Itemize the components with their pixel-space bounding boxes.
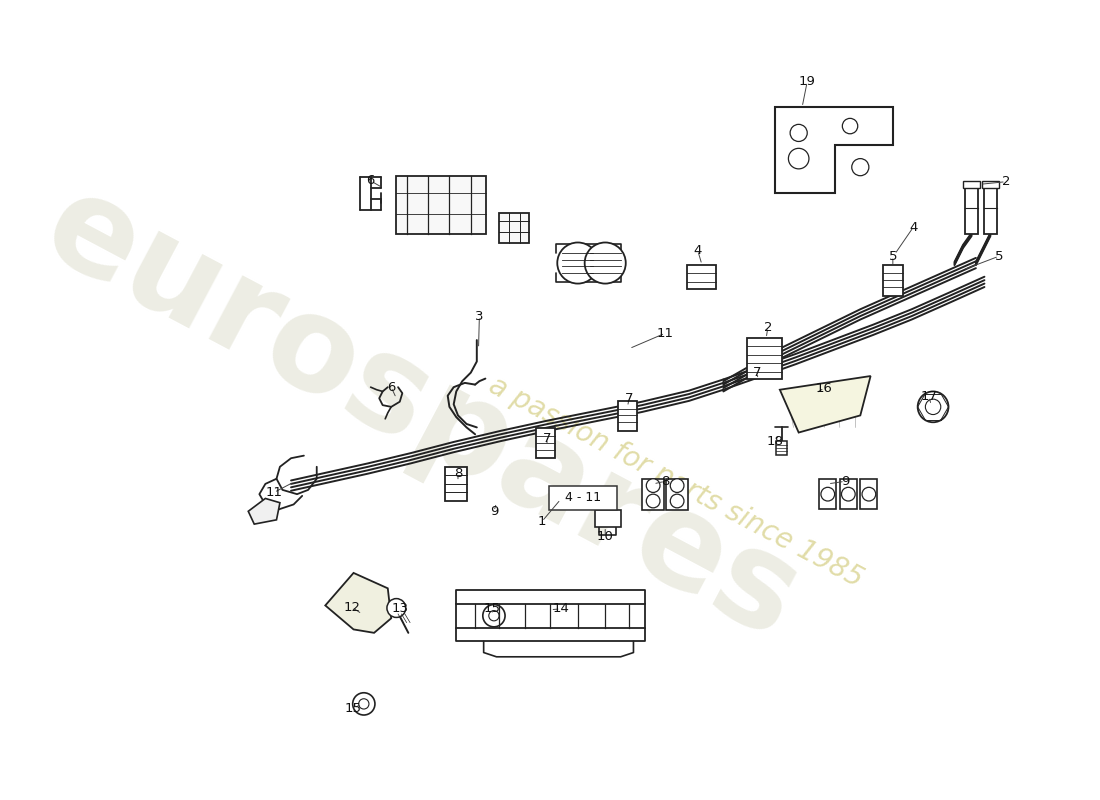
Polygon shape	[774, 107, 893, 193]
Text: 11: 11	[657, 326, 673, 340]
Text: 13: 13	[392, 602, 408, 615]
Text: 4 - 11: 4 - 11	[565, 491, 601, 504]
Bar	[595, 510, 620, 526]
Bar	[747, 338, 782, 379]
Bar	[983, 184, 998, 234]
Bar	[860, 478, 878, 509]
Circle shape	[558, 242, 598, 283]
Text: 4: 4	[910, 221, 917, 234]
Polygon shape	[249, 498, 279, 524]
Bar	[536, 428, 554, 458]
Circle shape	[851, 158, 869, 176]
Text: 2: 2	[763, 321, 772, 334]
Bar	[446, 466, 468, 501]
Circle shape	[821, 487, 835, 501]
Text: 8: 8	[661, 475, 669, 488]
Text: 5: 5	[889, 250, 898, 262]
Circle shape	[585, 242, 626, 283]
Circle shape	[925, 399, 940, 414]
Text: 7: 7	[754, 366, 762, 379]
FancyBboxPatch shape	[549, 486, 617, 510]
Circle shape	[387, 598, 406, 618]
Circle shape	[789, 148, 808, 169]
Bar	[642, 478, 664, 510]
Text: 11: 11	[265, 486, 283, 499]
Bar	[618, 401, 637, 431]
Text: 9: 9	[840, 475, 849, 488]
Polygon shape	[780, 376, 870, 433]
Text: 8: 8	[454, 467, 462, 480]
Text: 14: 14	[552, 602, 569, 615]
Circle shape	[488, 610, 499, 621]
Text: 6: 6	[387, 381, 395, 394]
Circle shape	[353, 693, 375, 715]
Text: 2: 2	[1002, 175, 1010, 188]
Circle shape	[670, 494, 684, 508]
Text: 19: 19	[799, 75, 816, 88]
Text: 18: 18	[767, 434, 783, 447]
Circle shape	[647, 478, 660, 493]
Text: 16: 16	[816, 382, 833, 394]
Text: 3: 3	[475, 310, 484, 322]
Text: 15: 15	[484, 602, 500, 615]
Text: 17: 17	[921, 390, 937, 403]
Text: 7: 7	[625, 392, 634, 405]
Circle shape	[917, 391, 948, 422]
Bar	[456, 604, 645, 628]
Circle shape	[483, 605, 505, 627]
Text: a passion for parts since 1985: a passion for parts since 1985	[484, 371, 868, 593]
Text: 12: 12	[343, 601, 361, 614]
Polygon shape	[326, 573, 392, 633]
Text: 9: 9	[490, 505, 498, 518]
Bar	[982, 181, 999, 188]
Bar	[820, 478, 836, 509]
Text: eurospares: eurospares	[24, 162, 821, 666]
Circle shape	[842, 487, 855, 501]
Bar	[965, 184, 978, 234]
Circle shape	[862, 487, 876, 501]
Text: 5: 5	[994, 250, 1003, 262]
Bar	[688, 265, 716, 289]
Text: 6: 6	[366, 174, 375, 187]
Circle shape	[647, 494, 660, 508]
Text: 1: 1	[538, 515, 546, 528]
Circle shape	[670, 478, 684, 493]
Bar	[666, 478, 689, 510]
Bar	[962, 181, 980, 188]
Circle shape	[843, 118, 858, 134]
Bar	[396, 176, 486, 234]
Bar	[777, 441, 786, 454]
Bar	[882, 265, 903, 295]
Bar	[499, 214, 529, 243]
Bar	[839, 478, 857, 509]
Circle shape	[790, 124, 807, 142]
Text: 15: 15	[345, 702, 362, 714]
Text: 7: 7	[542, 432, 551, 445]
Text: 10: 10	[597, 530, 614, 543]
Circle shape	[359, 698, 369, 709]
Text: 4: 4	[693, 244, 702, 257]
